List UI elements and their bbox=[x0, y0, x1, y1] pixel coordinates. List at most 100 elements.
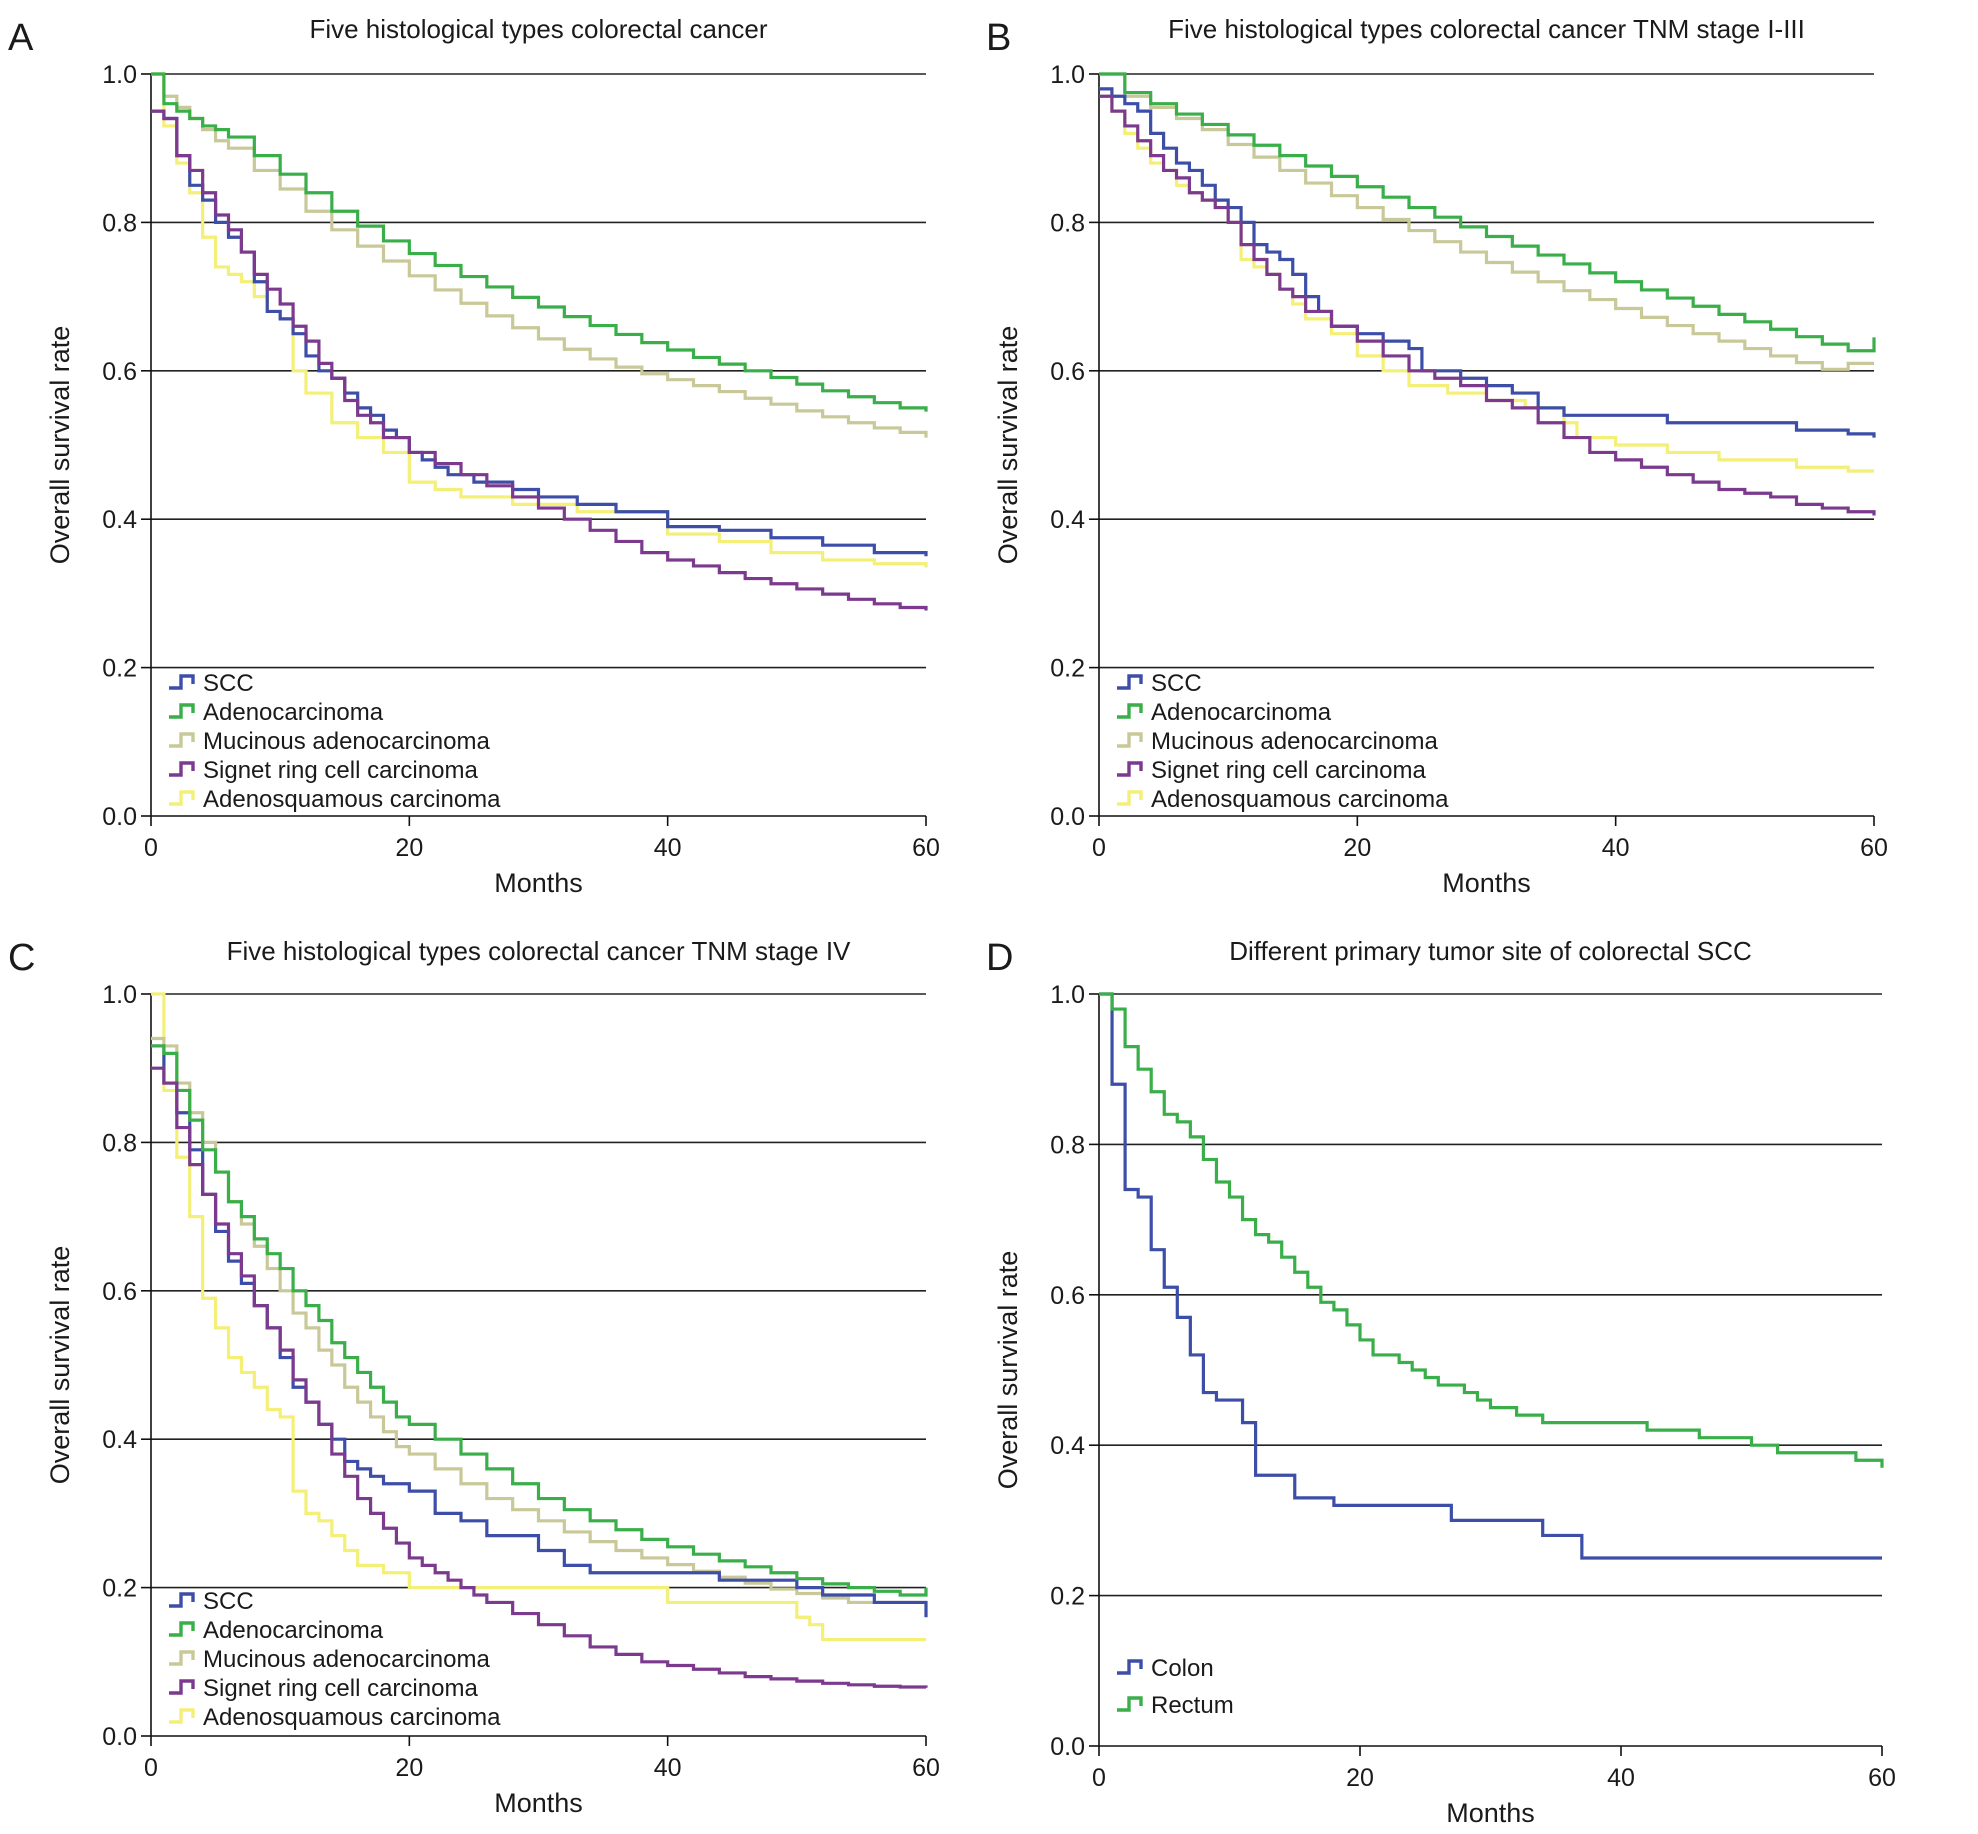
legend-swatch bbox=[169, 703, 195, 719]
x-tick-label: 20 bbox=[395, 834, 423, 862]
legend-swatch bbox=[1117, 761, 1143, 777]
x-tick-label: 0 bbox=[144, 834, 158, 862]
y-tick-label: 0.2 bbox=[102, 1575, 137, 1603]
series-line-adenocarcinoma bbox=[151, 72, 928, 412]
y-tick-label: 0.4 bbox=[1050, 506, 1085, 534]
x-tick-label: 60 bbox=[1868, 1764, 1896, 1792]
x-tick-label: 0 bbox=[1092, 1764, 1106, 1792]
chart-title: Five histological types colorectal cance… bbox=[227, 936, 851, 966]
y-tick-label: 0.8 bbox=[102, 1129, 137, 1157]
y-axis-label: Overall survival rate bbox=[993, 1251, 1023, 1490]
legend-label: Adenocarcinoma bbox=[203, 699, 384, 726]
legend-label: SCC bbox=[203, 670, 254, 697]
x-tick-label: 40 bbox=[1607, 1764, 1635, 1792]
legend-swatch bbox=[169, 732, 195, 748]
y-tick-label: 0.2 bbox=[102, 655, 137, 683]
x-tick-label: 20 bbox=[395, 1754, 423, 1782]
panel-c: C Five histological types colorectal canc… bbox=[8, 936, 940, 1818]
series-line-mucinous-adenocarcinoma bbox=[151, 72, 928, 438]
legend-swatch bbox=[169, 1621, 195, 1637]
legend-swatch bbox=[169, 790, 195, 806]
legend-swatch bbox=[1117, 790, 1143, 806]
series-line-adenosquamous-carcinoma bbox=[151, 72, 928, 568]
legend-label: Adenocarcinoma bbox=[1151, 699, 1332, 726]
x-tick-label: 60 bbox=[1860, 834, 1888, 862]
y-tick-label: 0.0 bbox=[1050, 803, 1085, 831]
legend-label: Adenosquamous carcinoma bbox=[1151, 786, 1449, 813]
chart-title: Five histological types colorectal cance… bbox=[309, 14, 767, 44]
x-tick-label: 0 bbox=[1092, 834, 1106, 862]
legend-swatch bbox=[169, 1650, 195, 1666]
y-tick-label: 1.0 bbox=[102, 61, 137, 89]
series-line-scc bbox=[151, 1044, 928, 1618]
y-tick-label: 0.8 bbox=[1050, 209, 1085, 237]
panel-label: C bbox=[8, 937, 35, 979]
chart-title: Five histological types colorectal cance… bbox=[1168, 14, 1805, 44]
series-line-rectum bbox=[1099, 992, 1884, 1468]
y-tick-label: 0.0 bbox=[1050, 1733, 1085, 1761]
legend-label: Mucinous adenocarcinoma bbox=[1151, 728, 1438, 755]
x-axis-label: Months bbox=[494, 868, 583, 898]
legend-swatch bbox=[169, 761, 195, 777]
panel-label: D bbox=[986, 937, 1013, 979]
legend-label: Signet ring cell carcinoma bbox=[203, 757, 478, 784]
legend-label: Adenosquamous carcinoma bbox=[203, 786, 501, 813]
y-tick-label: 1.0 bbox=[1050, 981, 1085, 1009]
legend-label: Signet ring cell carcinoma bbox=[1151, 757, 1426, 784]
y-tick-label: 0.8 bbox=[102, 209, 137, 237]
y-tick-label: 0.4 bbox=[1050, 1432, 1085, 1460]
legend-swatch bbox=[169, 674, 195, 690]
x-tick-label: 40 bbox=[654, 1754, 682, 1782]
panel-b: B Five histological types colorectal canc… bbox=[986, 14, 1888, 898]
series-line-signet-ring-cell-carcinoma bbox=[151, 1066, 928, 1689]
legend-label: SCC bbox=[203, 1588, 254, 1615]
x-axis-label: Months bbox=[494, 1788, 583, 1818]
legend-label: Colon bbox=[1151, 1655, 1214, 1682]
legend-label: Mucinous adenocarcinoma bbox=[203, 1646, 490, 1673]
y-tick-label: 0.6 bbox=[1050, 1282, 1085, 1310]
legend-swatch bbox=[1117, 1696, 1143, 1712]
x-tick-label: 20 bbox=[1346, 1764, 1374, 1792]
y-tick-label: 0.0 bbox=[102, 1723, 137, 1751]
legend-swatch bbox=[169, 1592, 195, 1608]
y-tick-label: 0.6 bbox=[102, 1278, 137, 1306]
panel-d: D Different primary tumor site of colorec… bbox=[986, 936, 1896, 1828]
x-tick-label: 40 bbox=[1602, 834, 1630, 862]
y-axis-label: Overall survival rate bbox=[45, 1246, 75, 1485]
legend-label: Adenocarcinoma bbox=[203, 1617, 384, 1644]
legend-label: Signet ring cell carcinoma bbox=[203, 1675, 478, 1702]
legend-swatch bbox=[1117, 703, 1143, 719]
legend-label: Rectum bbox=[1151, 1692, 1234, 1719]
panel-label: A bbox=[8, 17, 34, 59]
panel-a: A Five histological types colorectal canc… bbox=[8, 14, 940, 898]
series-line-colon bbox=[1099, 992, 1882, 1560]
series-line-signet-ring-cell-carcinoma bbox=[151, 109, 928, 611]
series-line-signet-ring-cell-carcinoma bbox=[1099, 94, 1876, 516]
legend-swatch bbox=[169, 1708, 195, 1724]
series-line-adenosquamous-carcinoma bbox=[151, 992, 926, 1642]
legend-label: Mucinous adenocarcinoma bbox=[203, 728, 490, 755]
series-line-adenocarcinoma bbox=[1099, 72, 1876, 353]
x-tick-label: 40 bbox=[654, 834, 682, 862]
legend-swatch bbox=[169, 1679, 195, 1695]
y-tick-label: 0.4 bbox=[102, 506, 137, 534]
x-axis-label: Months bbox=[1446, 1798, 1535, 1828]
series-line-scc bbox=[151, 109, 928, 557]
y-axis-label: Overall survival rate bbox=[45, 326, 75, 565]
y-tick-label: 1.0 bbox=[102, 981, 137, 1009]
y-tick-label: 1.0 bbox=[1050, 61, 1085, 89]
y-tick-label: 0.6 bbox=[102, 358, 137, 386]
legend-swatch bbox=[1117, 732, 1143, 748]
x-tick-label: 60 bbox=[912, 834, 940, 862]
legend-label: SCC bbox=[1151, 670, 1202, 697]
y-tick-label: 0.4 bbox=[102, 1426, 137, 1454]
legend-label: Adenosquamous carcinoma bbox=[203, 1704, 501, 1731]
legend-swatch bbox=[1117, 674, 1143, 690]
y-axis-label: Overall survival rate bbox=[993, 326, 1023, 565]
x-tick-label: 60 bbox=[912, 1754, 940, 1782]
y-tick-label: 0.0 bbox=[102, 803, 137, 831]
x-tick-label: 0 bbox=[144, 1754, 158, 1782]
series-line-adenocarcinoma bbox=[151, 1044, 928, 1597]
